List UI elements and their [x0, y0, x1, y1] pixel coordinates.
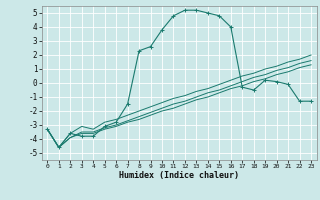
- X-axis label: Humidex (Indice chaleur): Humidex (Indice chaleur): [119, 171, 239, 180]
